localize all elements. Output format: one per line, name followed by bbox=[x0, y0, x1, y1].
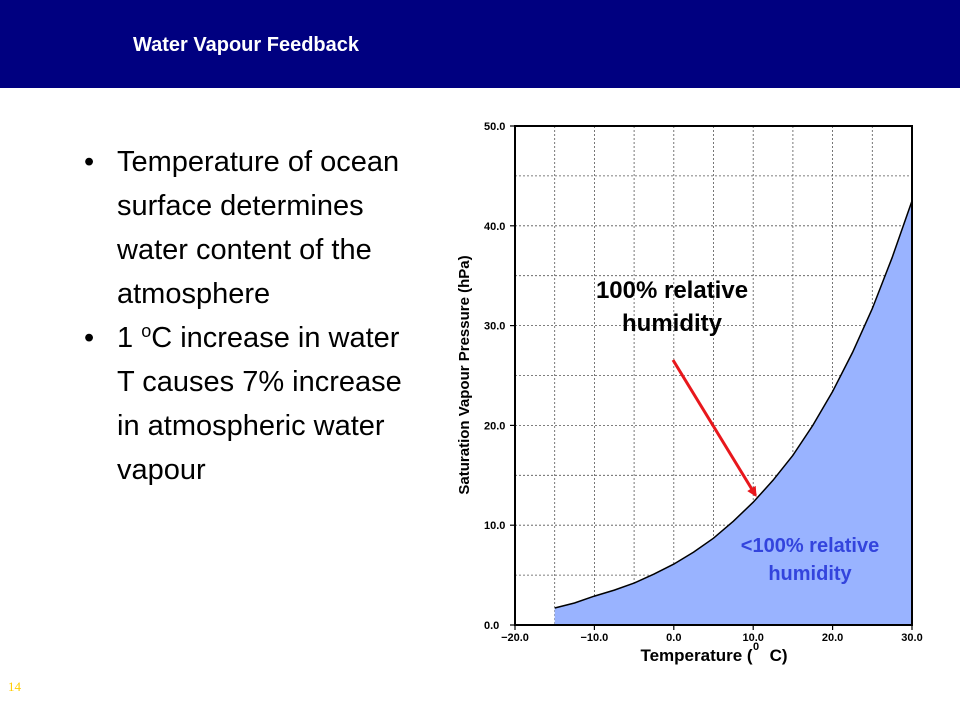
degree-superscript: o bbox=[141, 321, 152, 341]
y-tick-label: 0.0 bbox=[484, 620, 499, 632]
saturation-curve bbox=[554, 200, 913, 609]
bullet-text-pre: 1 bbox=[117, 322, 142, 354]
slide-number: 14 bbox=[8, 679, 21, 694]
x-tick-label: −20.0 bbox=[501, 632, 529, 644]
bullet-dot: • bbox=[84, 146, 95, 178]
x-tick-label: −10.0 bbox=[580, 632, 608, 644]
annotation-below-100-rh: <100% relative humidity bbox=[700, 532, 920, 588]
x-axis-label-superscript: 0 bbox=[753, 641, 759, 653]
bullet-item: • Temperature of ocean surface determines… bbox=[84, 140, 414, 316]
annotation-100-rh: 100% relative humidity bbox=[560, 274, 784, 340]
bullet-dot: • bbox=[84, 322, 95, 354]
bullet-text-post: C increase in water T causes 7% increase… bbox=[117, 322, 402, 486]
annotation-line: 100% relative bbox=[595, 277, 749, 304]
header-bar: Water Vapour Feedback bbox=[0, 0, 960, 88]
x-tick-label: 20.0 bbox=[822, 632, 843, 644]
y-tick-label: 50.0 bbox=[484, 121, 505, 133]
annotation-line: humidity bbox=[768, 563, 852, 585]
y-tick-label: 20.0 bbox=[484, 420, 505, 432]
x-axis-label: Temperature ( C) bbox=[640, 646, 787, 665]
area-fill bbox=[554, 200, 912, 625]
annotation-line: humidity bbox=[622, 310, 722, 337]
y-axis-label: Saturation Vapour Pressure (hPa) bbox=[456, 255, 473, 494]
y-tick-label: 40.0 bbox=[484, 221, 505, 233]
bullet-item: • 1 oC increase in water T causes 7% incr… bbox=[84, 316, 414, 492]
x-tick-label: 0.0 bbox=[666, 632, 681, 644]
slide-title: Water Vapour Feedback bbox=[133, 34, 359, 56]
y-tick-label: 30.0 bbox=[484, 321, 505, 333]
plot-frame bbox=[514, 125, 913, 626]
annotation-line: <100% relative bbox=[740, 535, 880, 557]
y-tick-label: 10.0 bbox=[484, 520, 505, 532]
x-tick-label: 30.0 bbox=[901, 632, 922, 644]
annotation-arrow bbox=[671, 359, 757, 497]
bullet-text: Temperature of ocean surface determines … bbox=[117, 146, 400, 310]
bullet-list: • Temperature of ocean surface determines… bbox=[84, 140, 414, 492]
x-tick-label: 10.0 bbox=[742, 632, 763, 644]
